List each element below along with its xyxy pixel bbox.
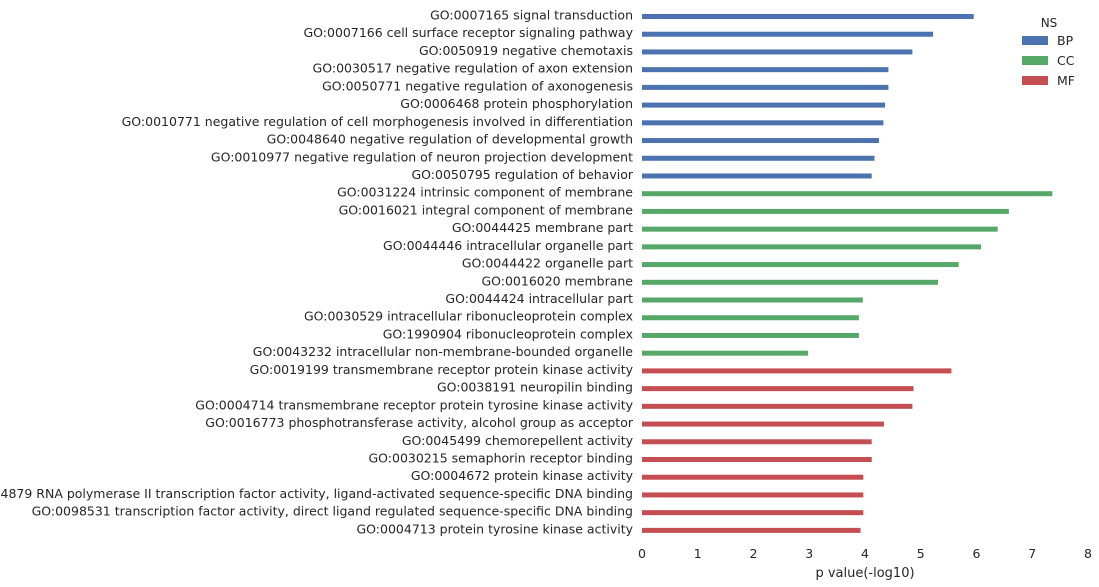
- bar-cc: [642, 208, 1009, 214]
- x-tick-label: 3: [805, 546, 813, 561]
- x-tick-label: 1: [694, 546, 702, 561]
- x-tick-label: 5: [917, 546, 925, 561]
- x-tick-label: 7: [1028, 546, 1036, 561]
- bar-cc: [642, 262, 959, 268]
- category-label: GO:1990904 ribonucleoprotein complex: [383, 326, 633, 341]
- bar-mf: [642, 403, 913, 409]
- x-axis-title: p value(-log10): [815, 566, 914, 581]
- category-label: GO:0019199 transmembrane receptor protei…: [250, 362, 634, 377]
- legend: NS BP CC MF: [1022, 16, 1075, 88]
- category-label: GO:0004879 RNA polymerase II transcripti…: [0, 486, 633, 501]
- x-tick-label: 8: [1084, 546, 1092, 561]
- category-label: GO:0044446 intracellular organelle part: [383, 238, 633, 253]
- category-label: GO:0045499 chemorepellent activity: [402, 433, 634, 448]
- legend-swatch-mf: [1022, 76, 1048, 85]
- category-label: GO:0044424 intracellular part: [445, 291, 633, 306]
- bar-mf: [642, 386, 914, 392]
- bar-mf: [642, 492, 864, 498]
- category-label: GO:0016773 phosphotransferase activity, …: [205, 415, 634, 430]
- legend-label-bp: BP: [1057, 33, 1074, 48]
- bar-bp: [642, 31, 934, 37]
- x-ticks-group: 0 1 2 3 4 5 6 7 8: [638, 546, 1092, 561]
- bar-bp: [642, 84, 889, 90]
- legend-swatch-bp: [1022, 36, 1048, 45]
- bar-bp: [642, 14, 974, 19]
- bar-cc: [642, 350, 809, 356]
- category-label: GO:0050795 regulation of behavior: [411, 167, 633, 182]
- category-label: GO:0048640 negative regulation of develo…: [267, 132, 633, 147]
- legend-swatch-cc: [1022, 56, 1048, 65]
- bar-mf: [642, 439, 872, 445]
- category-label: GO:0030517 negative regulation of axon e…: [313, 61, 633, 76]
- category-label: GO:0043232 intracellular non-membrane-bo…: [253, 344, 634, 359]
- x-tick-label: 4: [861, 546, 869, 561]
- bars-group: [642, 14, 1053, 533]
- legend-label-cc: CC: [1057, 53, 1075, 68]
- category-label: GO:0030215 semaphorin receptor binding: [368, 451, 633, 466]
- bar-mf: [642, 368, 952, 374]
- category-label: GO:0044425 membrane part: [452, 220, 633, 235]
- category-label: GO:0016021 integral component of membran…: [339, 202, 634, 217]
- bar-cc: [642, 279, 939, 285]
- category-label: GO:0030529 intracellular ribonucleoprote…: [304, 309, 633, 324]
- legend-label-mf: MF: [1057, 73, 1075, 88]
- category-label: GO:0016020 membrane: [481, 273, 633, 288]
- bar-cc: [642, 244, 981, 250]
- bar-mf: [642, 474, 864, 480]
- category-label: GO:0050919 negative chemotaxis: [419, 43, 633, 58]
- category-label: GO:0004714 transmembrane receptor protei…: [195, 397, 633, 412]
- x-tick-label: 0: [638, 546, 646, 561]
- category-label: GO:0007165 signal transduction: [430, 8, 633, 23]
- category-label: GO:0004672 protein kinase activity: [411, 468, 634, 483]
- bar-bp: [642, 120, 884, 126]
- category-label: GO:0010977 negative regulation of neuron…: [211, 149, 633, 164]
- category-label: GO:0044422 organelle part: [462, 256, 633, 271]
- bar-mf: [642, 510, 864, 516]
- category-label: GO:0006468 protein phosphorylation: [400, 96, 633, 111]
- legend-entries: BP CC MF: [1022, 33, 1075, 88]
- bar-cc: [642, 332, 859, 338]
- bar-cc: [642, 191, 1053, 197]
- x-tick-label: 6: [973, 546, 981, 561]
- bar-bp: [642, 138, 879, 144]
- category-labels-group: GO:0007165 signal transduction GO:0007166…: [0, 8, 634, 537]
- bar-bp: [642, 155, 875, 161]
- bar-mf: [642, 421, 884, 427]
- category-label: GO:0050771 negative regulation of axonog…: [322, 78, 633, 93]
- x-tick-label: 2: [750, 546, 758, 561]
- category-label: GO:0098531 transcription factor activity…: [32, 504, 633, 519]
- category-label: GO:0038191 neuropilin binding: [437, 380, 633, 395]
- category-label: GO:0010771 negative regulation of cell m…: [122, 114, 633, 129]
- category-label: GO:0004713 protein tyrosine kinase activ…: [357, 521, 634, 536]
- bar-mf: [642, 527, 861, 533]
- category-label: GO:0007166 cell surface receptor signali…: [303, 25, 633, 40]
- bar-cc: [642, 315, 859, 321]
- bar-cc: [642, 226, 998, 232]
- bar-bp: [642, 102, 886, 108]
- bar-bp: [642, 67, 889, 73]
- category-label: GO:0031224 intrinsic component of membra…: [337, 185, 633, 200]
- bar-cc: [642, 297, 863, 303]
- bar-mf: [642, 457, 872, 462]
- bar-bp: [642, 49, 913, 55]
- legend-title: NS: [1041, 16, 1058, 30]
- bar-bp: [642, 173, 872, 179]
